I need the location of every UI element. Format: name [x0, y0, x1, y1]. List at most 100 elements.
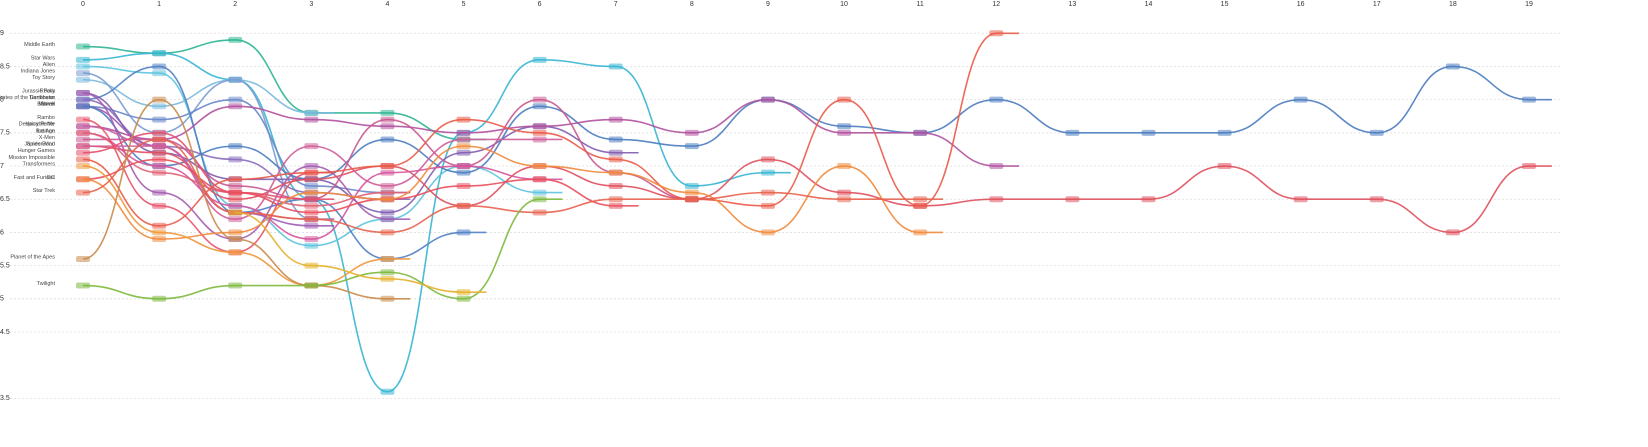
point-marker: [1445, 229, 1460, 236]
point-marker: [76, 63, 90, 70]
x-tick-label: 1: [157, 1, 161, 8]
point-marker: [380, 116, 395, 123]
series-label: Star Trek: [33, 188, 56, 194]
point-marker: [837, 189, 852, 196]
x-tick-label: 7: [614, 1, 618, 8]
series-label: X-Men: [39, 135, 55, 141]
point-marker: [608, 196, 623, 203]
point-marker: [608, 156, 623, 163]
point-marker: [228, 143, 243, 150]
point-marker: [1369, 129, 1384, 136]
point-marker: [304, 169, 319, 176]
point-marker: [989, 30, 1004, 37]
point-marker: [304, 143, 319, 150]
point-marker: [760, 189, 775, 196]
point-marker: [304, 182, 319, 189]
point-marker: [837, 163, 852, 170]
point-marker: [532, 163, 547, 170]
point-marker: [1369, 196, 1384, 203]
point-marker: [228, 182, 243, 189]
point-marker: [304, 196, 319, 203]
point-marker: [380, 216, 395, 223]
point-marker: [1522, 163, 1536, 170]
point-marker: [152, 189, 167, 196]
point-marker: [380, 196, 395, 203]
point-marker: [380, 388, 395, 395]
point-marker: [76, 156, 90, 163]
y-tick-label: 7: [0, 163, 4, 170]
point-marker: [456, 129, 471, 136]
series-label: Planet of the Apes: [10, 254, 55, 260]
point-marker: [380, 295, 395, 302]
point-marker: [989, 196, 1004, 203]
point-marker: [837, 123, 852, 130]
x-tick-label: 4: [385, 1, 389, 8]
point-marker: [1217, 129, 1232, 136]
point-marker: [456, 295, 471, 302]
series-line: [82, 78, 335, 114]
point-marker: [76, 43, 90, 50]
point-marker: [456, 229, 471, 236]
point-marker: [532, 196, 547, 203]
point-marker: [152, 70, 167, 77]
point-marker: [608, 136, 623, 143]
y-tick-label: 5: [0, 296, 4, 303]
point-marker: [913, 129, 928, 136]
point-marker: [532, 129, 547, 136]
series-label: Star Wars: [31, 55, 55, 61]
point-marker: [76, 90, 90, 97]
point-marker: [532, 96, 547, 103]
point-marker: [1293, 196, 1308, 203]
series-label: Bourne: [37, 102, 55, 108]
point-marker: [456, 289, 471, 296]
point-marker: [228, 156, 243, 163]
point-marker: [380, 123, 395, 130]
x-tick-label: 12: [992, 1, 1000, 8]
point-marker: [152, 156, 167, 163]
point-marker: [152, 136, 167, 143]
series-label: Harry Potter: [25, 122, 55, 128]
x-tick-label: 11: [917, 1, 924, 8]
y-tick-label: 6: [0, 229, 4, 236]
x-tick-label: 13: [1068, 1, 1076, 8]
point-marker: [608, 116, 623, 123]
x-tick-label: 6: [538, 1, 542, 8]
point-marker: [989, 163, 1004, 170]
point-marker: [380, 275, 395, 282]
point-marker: [228, 209, 243, 216]
point-marker: [608, 169, 623, 176]
x-tick-label: 17: [1373, 1, 1381, 8]
series-label: Pirates of the Caribbean: [0, 95, 55, 101]
point-marker: [228, 229, 243, 236]
point-marker: [380, 109, 395, 116]
point-marker: [228, 216, 243, 223]
x-tick-label: 8: [690, 1, 694, 8]
point-marker: [1065, 196, 1080, 203]
point-marker: [532, 56, 547, 63]
y-tick-label: 3.5: [0, 395, 10, 402]
point-marker: [76, 56, 90, 63]
series-label: Alien: [43, 62, 55, 68]
y-tick-label: 4.5: [0, 329, 10, 336]
point-marker: [456, 136, 471, 143]
series-label: Marvel: [38, 102, 55, 108]
series-line: [82, 145, 943, 240]
series-line: [235, 211, 487, 293]
point-marker: [684, 143, 699, 150]
x-tick-label: 18: [1449, 1, 1457, 8]
point-marker: [76, 116, 90, 123]
point-marker: [837, 96, 852, 103]
point-marker: [380, 169, 395, 176]
series-label: Mission Impossible: [9, 155, 55, 161]
point-marker: [76, 96, 90, 103]
point-marker: [532, 176, 547, 183]
point-marker: [76, 255, 90, 262]
point-marker: [304, 282, 319, 289]
point-marker: [76, 163, 90, 170]
point-marker: [989, 96, 1004, 103]
point-marker: [380, 209, 395, 216]
point-marker: [152, 129, 167, 136]
x-tick-label: 10: [840, 1, 848, 8]
point-marker: [380, 255, 395, 262]
point-marker: [913, 196, 928, 203]
